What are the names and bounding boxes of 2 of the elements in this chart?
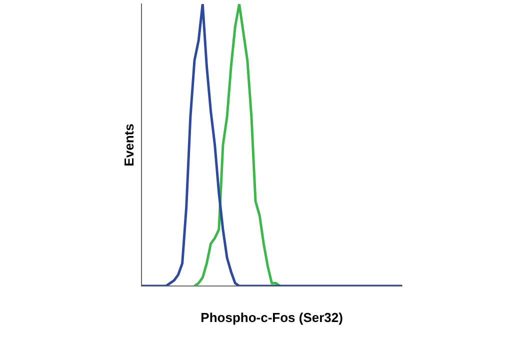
x-axis-title: Phospho-c-Fos (Ser32) bbox=[200, 310, 343, 325]
y-axis-title: Events bbox=[121, 124, 136, 166]
